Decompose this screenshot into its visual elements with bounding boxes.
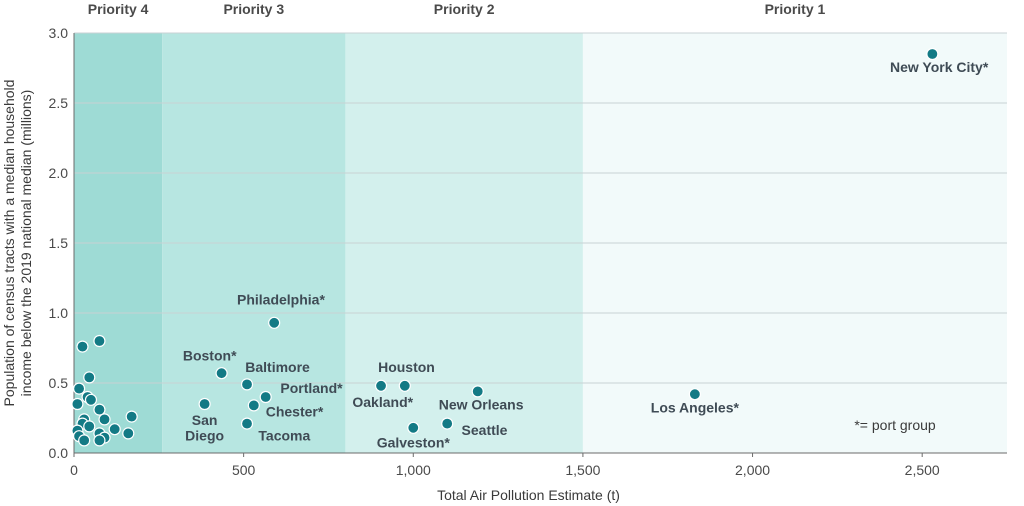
x-tick-label: 2,500 (905, 462, 940, 478)
band-label-priority-2: Priority 2 (434, 1, 495, 17)
point-label-diego: Diego (185, 427, 224, 443)
point-portland (259, 390, 272, 404)
y-tick-label: 1.5 (49, 235, 69, 251)
data-points (71, 47, 939, 447)
x-tick-label: 500 (232, 462, 256, 478)
x-tick-label: 2,000 (735, 462, 770, 478)
point-chester (247, 399, 260, 412)
point (71, 397, 84, 411)
point-new-york-city (926, 47, 939, 61)
point-label-new-orleans: New Orleans (439, 397, 524, 413)
point (93, 334, 106, 348)
point-new-orleans (471, 385, 484, 398)
point (83, 420, 96, 433)
point (83, 371, 96, 384)
priority-band-labels: Priority 4 Priority 3 Priority 2 Priority 1 (88, 1, 826, 17)
point-boston (215, 367, 228, 380)
point-label-baltimore: Baltimore (245, 359, 310, 375)
gridlines (74, 32, 1007, 384)
point-label-galveston: Galveston* (377, 434, 451, 450)
point-label-los-angeles: Los Angeles* (651, 399, 740, 415)
point-label-tacoma: Tacoma (258, 427, 310, 443)
point-label-philadelphia: Philadelphia* (237, 292, 325, 308)
point-labels: New York City* Los Angeles* Philadelphia* B… (183, 59, 989, 450)
point (72, 382, 86, 395)
y-axis-title-line-2: income below the 2019 national median (m… (18, 90, 34, 397)
point-seattle (441, 417, 454, 430)
point-label-boston: Boston* (183, 348, 237, 364)
point-label-houston: Houston (378, 359, 435, 375)
band-label-priority-4: Priority 4 (88, 1, 149, 17)
port-group-note: *= port group (854, 417, 936, 433)
point (93, 403, 106, 416)
point-philadelphia (268, 316, 281, 329)
point-galveston (407, 421, 420, 434)
point (122, 427, 135, 440)
point (93, 434, 106, 447)
y-tick-label: 2.0 (49, 165, 69, 181)
y-tick-label: 1.0 (49, 305, 69, 321)
y-axis-title-line-1: Population of census tracts with a media… (1, 80, 17, 407)
y-tick-label: 2.5 (49, 95, 69, 111)
point-label-chester: Chester* (266, 404, 324, 420)
y-tick-labels: 0.0 0.5 1.0 1.5 2.0 2.5 3.0 (49, 25, 69, 461)
point-label-oakland: Oakland* (352, 394, 413, 410)
point (84, 393, 98, 406)
point (76, 340, 89, 353)
point-label-san: San (192, 412, 218, 428)
point-label-portland: Portland* (280, 380, 343, 396)
x-tick-label: 1,500 (565, 462, 600, 478)
band-label-priority-1: Priority 1 (765, 1, 826, 17)
point-baltimore (240, 378, 254, 391)
point (108, 423, 121, 436)
y-tick-label: 0.0 (49, 445, 69, 461)
point (78, 434, 91, 447)
axes (73, 33, 1007, 454)
x-tick-label: 0 (70, 462, 78, 478)
y-tick-label: 3.0 (49, 25, 69, 41)
point (98, 413, 111, 426)
band-label-priority-3: Priority 3 (223, 1, 284, 17)
point-los-angeles (688, 388, 701, 401)
x-axis-title: Total Air Pollution Estimate (t) (437, 487, 620, 503)
y-tick-label: 0.5 (49, 375, 69, 391)
point-tacoma (240, 417, 254, 430)
point-label-seattle: Seattle (462, 422, 508, 438)
point-san (198, 397, 211, 411)
point (125, 410, 138, 423)
x-tick-label: 1,000 (396, 462, 431, 478)
point-oakland (398, 379, 411, 392)
point-label-new-york-city: New York City* (890, 59, 989, 75)
point-houston (374, 379, 388, 392)
x-tick-labels: 0 500 1,000 1,500 2,000 2,500 (70, 453, 940, 478)
